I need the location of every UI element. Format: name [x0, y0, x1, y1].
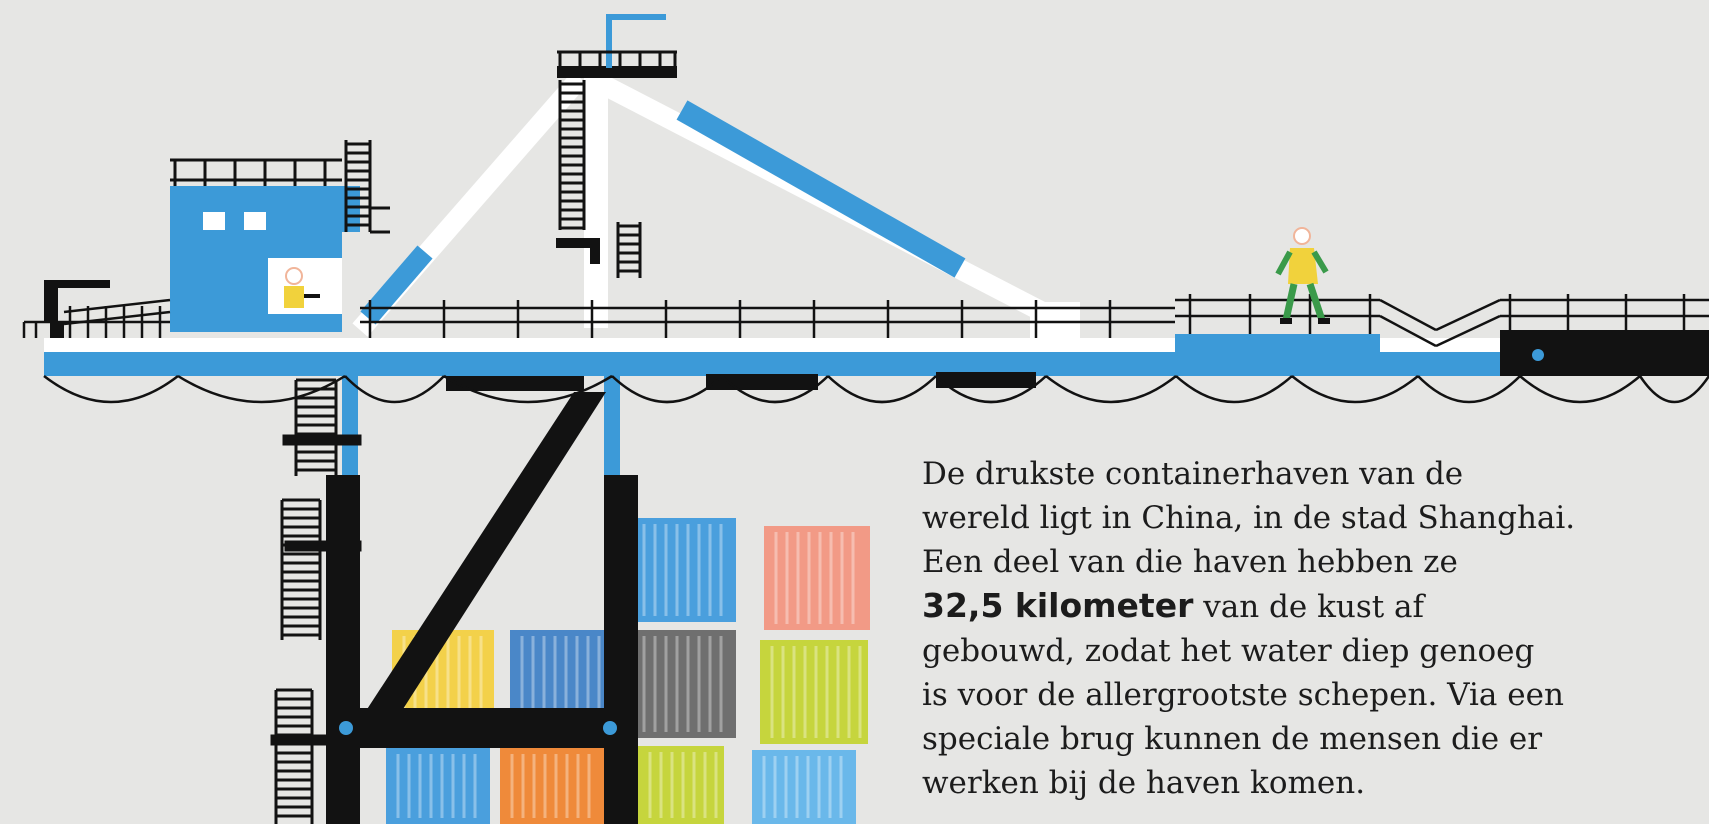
caption-line: 32,5 kilometer van de kust af: [922, 584, 1709, 629]
walkway-railing: [22, 294, 1709, 348]
caption-line: wereld ligt in China, in de stad Shangha…: [922, 500, 1576, 536]
shipping-container: [386, 748, 490, 824]
side-staircase: [270, 378, 362, 824]
caption-line-rest: van de kust af: [1193, 589, 1424, 625]
crane-legs: [326, 370, 638, 824]
caption-line: speciale brug kunnen de mensen die er: [922, 721, 1543, 757]
worker-figure: [1275, 227, 1330, 324]
caption-line: werken bij de haven komen.: [922, 765, 1366, 801]
caption-line: gebouwd, zodat het water diep genoeg: [922, 633, 1535, 669]
operator-cabin: [170, 140, 390, 332]
shipping-container: [760, 640, 868, 744]
caption-line: is voor de allergrootste schepen. Via ee…: [922, 677, 1564, 713]
shipping-container: [632, 518, 736, 622]
crane-tower-top: [556, 14, 677, 278]
walkway-deck: [44, 330, 1709, 390]
crane-boom: [352, 71, 1080, 340]
worker-figure: [284, 267, 320, 308]
caption-highlight: 32,5 kilometer: [922, 586, 1194, 625]
hanging-cables: [43, 374, 1709, 404]
shipping-container: [764, 526, 870, 630]
caption-line: De drukste containerhaven van de: [922, 456, 1464, 492]
shipping-container: [500, 748, 604, 824]
caption-text: De drukste containerhaven van de wereld …: [922, 452, 1709, 805]
caption-line: Een deel van die haven hebben ze: [922, 544, 1458, 580]
shipping-container: [632, 630, 736, 738]
shipping-container: [638, 746, 724, 824]
shipping-container: [752, 750, 856, 824]
